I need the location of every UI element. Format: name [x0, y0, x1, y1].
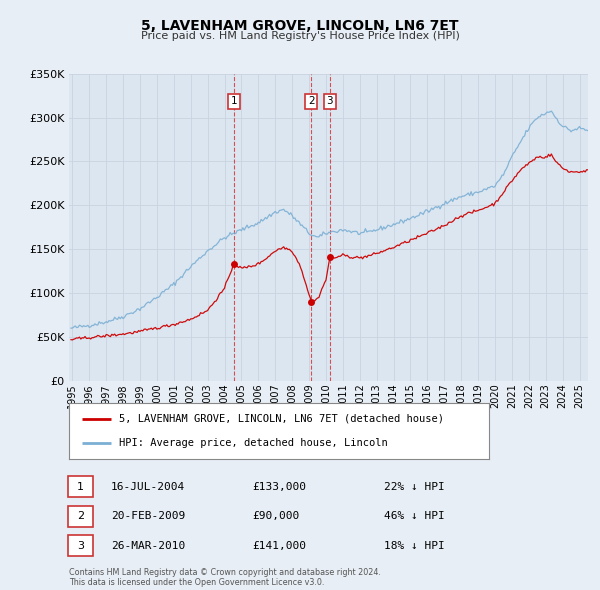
Text: 1: 1 [230, 96, 237, 106]
Text: £141,000: £141,000 [252, 541, 306, 550]
Text: 1: 1 [77, 482, 84, 491]
Text: Contains HM Land Registry data © Crown copyright and database right 2024.: Contains HM Land Registry data © Crown c… [69, 568, 381, 577]
Text: 22% ↓ HPI: 22% ↓ HPI [384, 482, 445, 491]
Text: Price paid vs. HM Land Registry's House Price Index (HPI): Price paid vs. HM Land Registry's House … [140, 31, 460, 41]
Text: 46% ↓ HPI: 46% ↓ HPI [384, 512, 445, 521]
Text: HPI: Average price, detached house, Lincoln: HPI: Average price, detached house, Linc… [119, 438, 388, 448]
Text: £90,000: £90,000 [252, 512, 299, 521]
Text: 16-JUL-2004: 16-JUL-2004 [111, 482, 185, 491]
Text: 3: 3 [326, 96, 333, 106]
Text: 20-FEB-2009: 20-FEB-2009 [111, 512, 185, 521]
Text: 18% ↓ HPI: 18% ↓ HPI [384, 541, 445, 550]
Text: £133,000: £133,000 [252, 482, 306, 491]
Text: 2: 2 [308, 96, 314, 106]
Text: This data is licensed under the Open Government Licence v3.0.: This data is licensed under the Open Gov… [69, 578, 325, 587]
Text: 5, LAVENHAM GROVE, LINCOLN, LN6 7ET: 5, LAVENHAM GROVE, LINCOLN, LN6 7ET [141, 19, 459, 33]
Text: 3: 3 [77, 541, 84, 550]
Text: 5, LAVENHAM GROVE, LINCOLN, LN6 7ET (detached house): 5, LAVENHAM GROVE, LINCOLN, LN6 7ET (det… [119, 414, 445, 424]
Text: 2: 2 [77, 512, 84, 521]
Text: 26-MAR-2010: 26-MAR-2010 [111, 541, 185, 550]
